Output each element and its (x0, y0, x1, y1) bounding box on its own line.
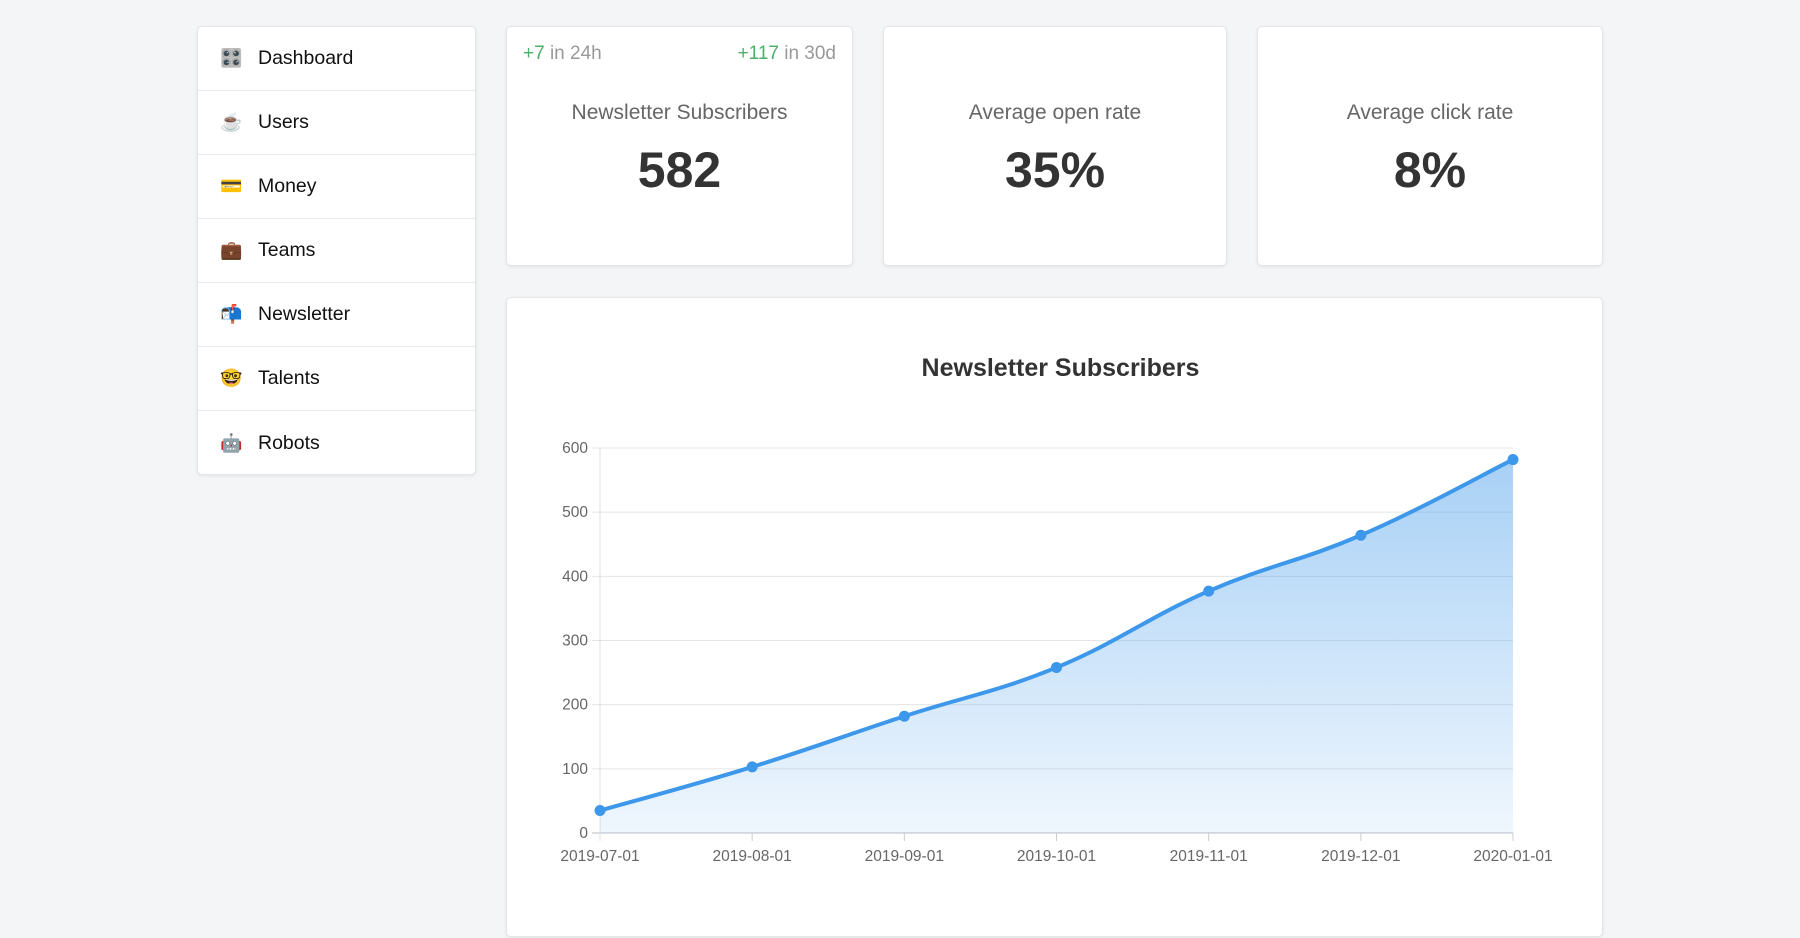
y-tick-label: 600 (562, 440, 588, 457)
data-point (1051, 661, 1062, 673)
briefcase-icon: 💼 (220, 240, 243, 260)
data-point (898, 710, 910, 722)
trend-30d: +117 in 30d (738, 43, 836, 65)
stat-value: 582 (637, 142, 722, 198)
data-point (746, 761, 758, 773)
area-fill (600, 459, 1513, 833)
control-knobs-icon: 🎛️ (220, 48, 243, 68)
sidebar-item-label: Users (258, 111, 309, 133)
x-tick-label: 2019-11-01 (1170, 848, 1248, 865)
data-point (1203, 585, 1215, 597)
stat-label: Newsletter Subscribers (571, 101, 788, 124)
data-point (594, 805, 606, 817)
mailbox-icon: 📬 (220, 304, 243, 324)
sidebar-nav: 🎛️ Dashboard ☕ Users 💳 Money 💼 Teams 📬 Newsletter… (197, 26, 476, 475)
x-tick-label: 2020-01-01 (1473, 848, 1552, 865)
robot-icon: 🤖 (220, 432, 243, 453)
trend-30d-value: +117 (737, 43, 779, 64)
credit-card-icon: 💳 (220, 176, 243, 196)
sidebar-item-money[interactable]: 💳 Money (198, 155, 475, 219)
coffee-icon: ☕ (220, 112, 243, 132)
sidebar-item-label: Dashboard (258, 47, 354, 69)
y-tick-label: 200 (562, 697, 588, 714)
stat-card-subscribers: +7 in 24h +117 in 30d Newsletter Subscri… (506, 26, 853, 266)
stat-card-open-rate: Average open rate 35% (883, 26, 1227, 266)
sidebar-item-label: Robots (258, 431, 320, 454)
y-tick-label: 400 (562, 568, 588, 585)
sidebar-item-teams[interactable]: 💼 Teams (198, 219, 475, 283)
sidebar-item-label: Talents (258, 367, 320, 389)
trend-24h: +7 in 24h (523, 43, 602, 65)
stat-label: Average open rate (968, 101, 1142, 124)
sidebar-item-label: Newsletter (258, 303, 351, 325)
trend-24h-value: +7 (523, 43, 545, 64)
x-tick-label: 2019-07-01 (560, 848, 639, 865)
y-tick-label: 100 (562, 761, 588, 778)
x-tick-label: 2019-10-01 (1017, 848, 1096, 865)
chart-title: Newsletter Subscribers (922, 354, 1200, 382)
sidebar-item-robots[interactable]: 🤖 Robots (198, 411, 475, 474)
sidebar-item-label: Teams (258, 239, 316, 261)
y-tick-label: 300 (562, 633, 588, 650)
trend-30d-label: in 30d (778, 43, 836, 64)
sidebar-item-dashboard[interactable]: 🎛️ Dashboard (198, 27, 475, 91)
nerd-face-icon: 🤓 (220, 368, 243, 388)
stat-label: Average click rate (1346, 101, 1514, 124)
chart-card: Newsletter Subscribers 0 100 200 300 400 500 60… (506, 297, 1603, 937)
stat-value: 35% (1004, 142, 1106, 198)
x-tick-label: 2019-09-01 (865, 848, 944, 865)
y-tick-label: 500 (562, 504, 588, 521)
subscribers-chart: Newsletter Subscribers 0 100 200 300 400 500 60… (560, 354, 1552, 865)
x-tick-label: 2019-08-01 (713, 848, 792, 865)
y-tick-label: 0 (579, 825, 588, 842)
x-tick-label: 2019-12-01 (1321, 848, 1400, 865)
sidebar-item-newsletter[interactable]: 📬 Newsletter (198, 283, 475, 347)
sidebar-item-users[interactable]: ☕ Users (198, 91, 475, 155)
data-point (1355, 529, 1367, 541)
stat-value: 8% (1393, 142, 1467, 198)
sidebar-item-label: Money (258, 175, 317, 197)
sidebar-item-talents[interactable]: 🤓 Talents (198, 347, 475, 411)
data-point (1507, 454, 1519, 466)
stat-card-click-rate: Average click rate 8% (1257, 26, 1603, 266)
trend-24h-label: in 24h (544, 43, 602, 64)
